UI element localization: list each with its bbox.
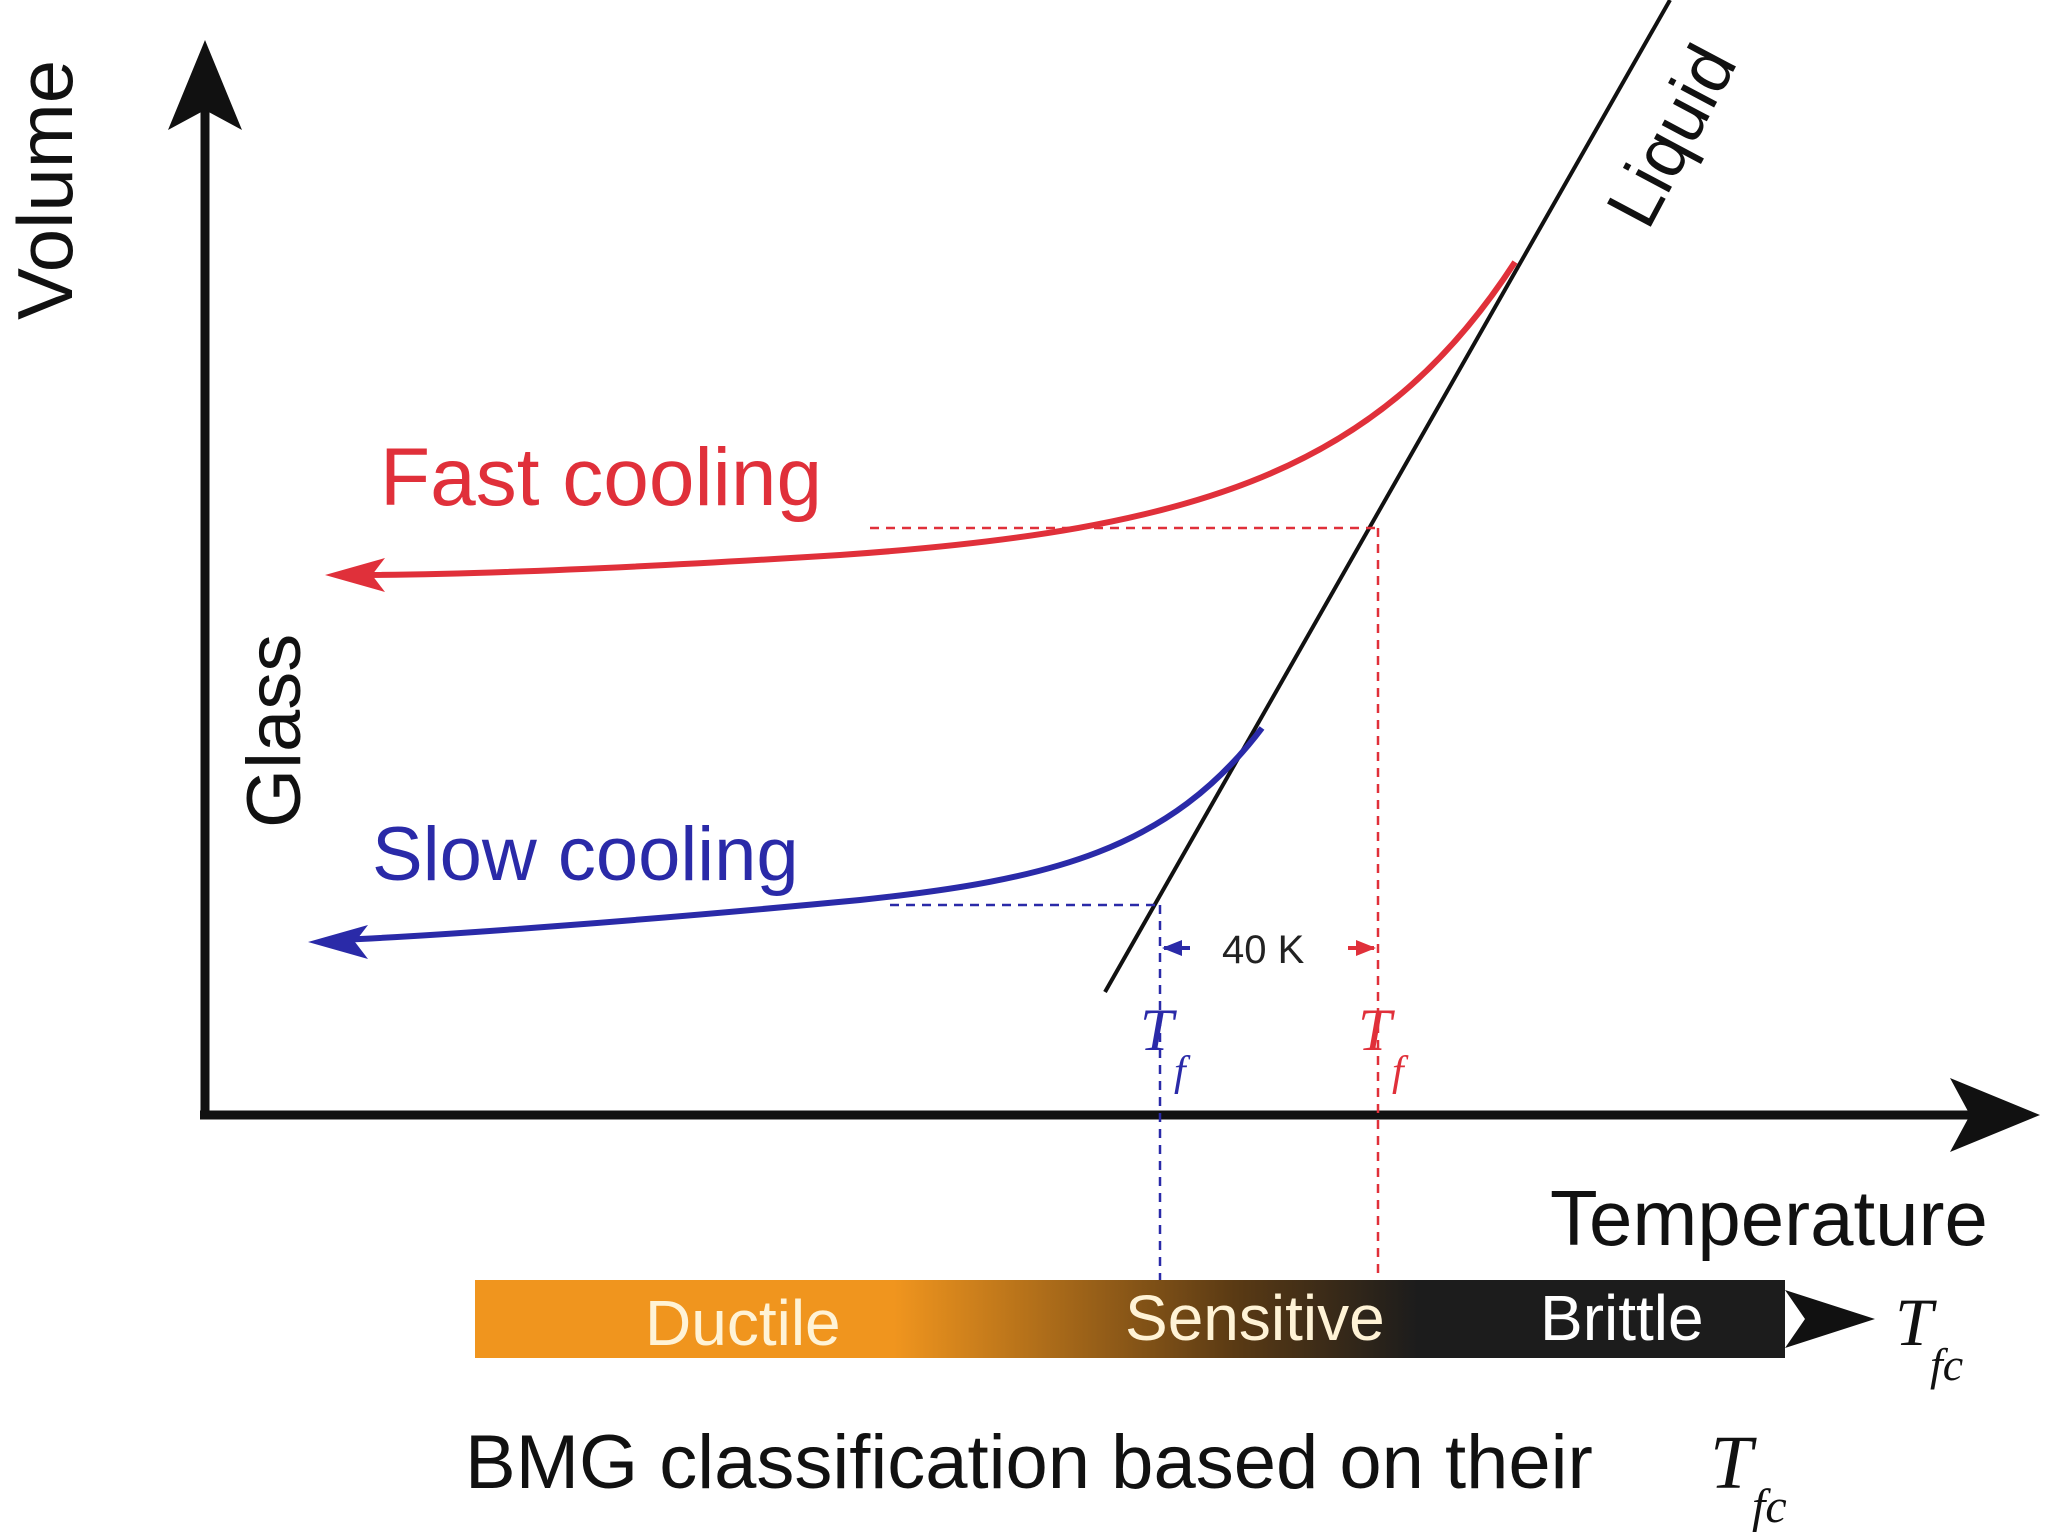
- caption-symbol: T: [1710, 1421, 1757, 1505]
- slow-cooling-arrowhead: [308, 925, 368, 959]
- liquid-label: Liquid: [1591, 32, 1752, 239]
- caption-subscript: fc: [1752, 1480, 1787, 1533]
- y-axis-label: Volume: [1, 60, 89, 320]
- x-axis-label: Temperature: [1550, 1174, 1988, 1262]
- tf-blue-symbol: T: [1140, 997, 1177, 1063]
- classification-bar-arrowhead: [1785, 1290, 1875, 1348]
- segment-brittle: Brittle: [1540, 1282, 1704, 1354]
- classification-bar: [475, 1280, 1785, 1358]
- fast-cooling-arrowhead: [325, 558, 385, 592]
- bar-axis-subscript: fc: [1930, 1339, 1963, 1390]
- liquid-line: [1103, 0, 1672, 993]
- bar-axis-symbol: T: [1895, 1284, 1937, 1360]
- fast-cooling-curve: [354, 260, 1518, 578]
- slow-cooling-curve: [339, 726, 1265, 943]
- tf-blue-subscript: f: [1174, 1049, 1191, 1095]
- delta-red-arrowhead: [1356, 940, 1376, 956]
- glass-label: Glass: [232, 634, 317, 828]
- segment-ductile: Ductile: [645, 1287, 841, 1359]
- y-axis-arrowhead: [168, 40, 242, 130]
- caption-text: BMG classification based on their: [465, 1420, 1593, 1505]
- tf-red-symbol: T: [1358, 997, 1395, 1063]
- delta-blue-arrowhead: [1162, 940, 1182, 956]
- delta-40k-label: 40 K: [1222, 928, 1305, 972]
- fast-cooling-label: Fast cooling: [380, 432, 822, 523]
- x-axis-arrowhead: [1950, 1078, 2040, 1152]
- slow-cooling-label: Slow cooling: [372, 812, 799, 897]
- segment-sensitive: Sensitive: [1125, 1282, 1385, 1354]
- tf-red-subscript: f: [1392, 1049, 1409, 1095]
